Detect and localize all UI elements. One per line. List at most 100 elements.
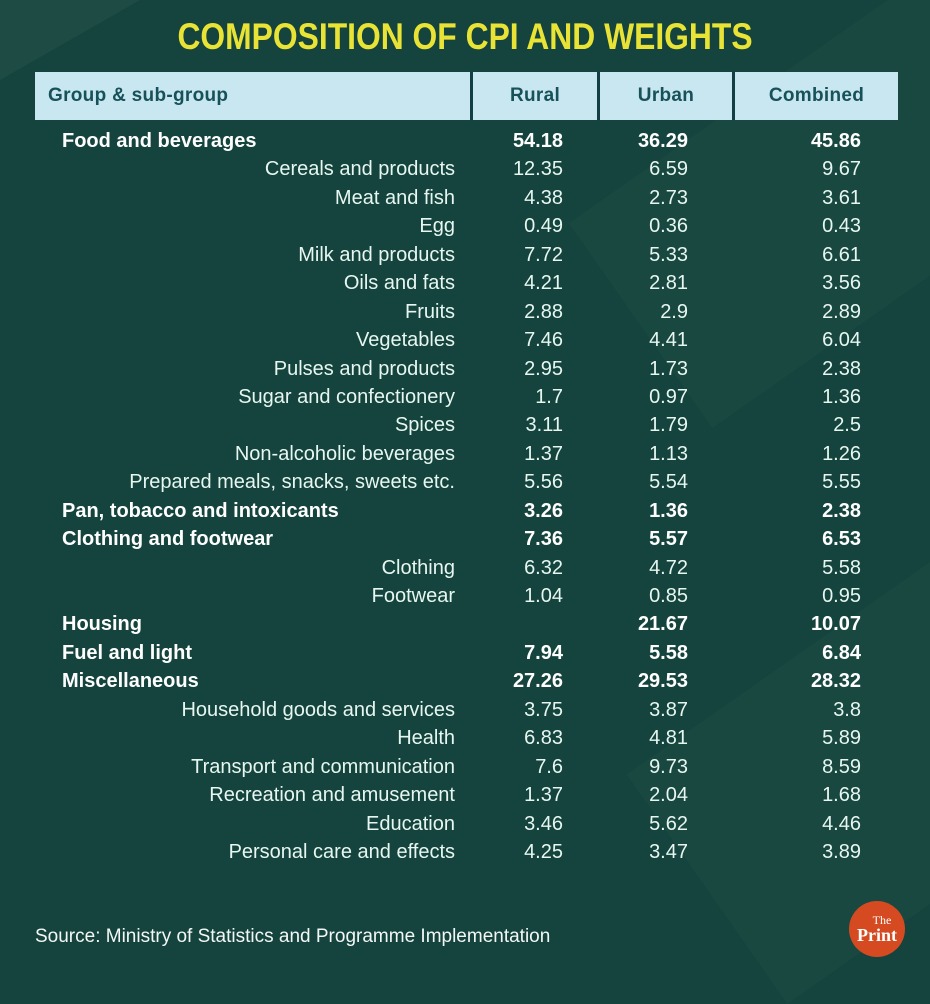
table-row: Health 6.83 4.81 5.89: [35, 724, 898, 752]
table-row: Pulses and products 2.95 1.73 2.38: [35, 355, 898, 383]
cell-rural: 6.32: [524, 556, 563, 579]
cell-combined: 1.36: [822, 385, 861, 408]
cell-urban: 1.36: [649, 499, 688, 522]
cell-label: Housing: [62, 613, 142, 636]
cell-label: Pulses and products: [273, 357, 455, 380]
cell-label: Food and beverages: [62, 130, 257, 152]
cell-label: Clothing and footwear: [62, 528, 274, 551]
page-title: COMPOSITION OF CPI AND WEIGHTS: [177, 16, 753, 57]
cell-urban: 2.9: [660, 300, 688, 323]
cell-label: Health: [397, 727, 455, 750]
table-row: Fruits 2.88 2.9 2.89: [35, 298, 898, 326]
cell-urban: 5.58: [649, 641, 688, 664]
table-body: Food and beverages 54.18 36.29 45.86 Cereals…: [35, 127, 898, 866]
table-row: Milk and products 7.72 5.33 6.61: [35, 241, 898, 269]
cell-rural: [470, 610, 597, 638]
cell-urban: 4.72: [649, 556, 688, 579]
cell-label: Egg: [419, 215, 455, 238]
cell-rural: 54.18: [512, 130, 563, 152]
cell-combined: 0.43: [822, 215, 861, 238]
cell-combined: 2.38: [822, 357, 861, 380]
cell-urban: 0.85: [649, 585, 688, 607]
cell-label: Meat and fish: [334, 186, 455, 209]
cell-combined: 6.84: [822, 641, 861, 664]
table-row: Transport and communication 7.6 9.73 8.59: [35, 753, 898, 781]
cell-rural: 5.56: [524, 471, 563, 494]
cell-label: Prepared meals, snacks, sweets etc.: [129, 471, 455, 494]
cell-combined: 6.53: [822, 528, 861, 551]
cell-combined: 8.59: [822, 755, 861, 778]
cell-combined: 1.26: [822, 442, 861, 465]
cell-urban: 3.47: [649, 840, 688, 863]
cell-label: Recreation and amusement: [209, 784, 455, 807]
table-row: Meat and fish 4.38 2.73 3.61: [35, 184, 898, 212]
table-row: Pan, tobacco and intoxicants 3.26 1.36 2.38: [35, 497, 898, 525]
cell-rural: 7.36: [524, 528, 563, 551]
cell-urban: 0.97: [649, 385, 688, 408]
cell-urban: 4.41: [649, 329, 688, 352]
table-row: Miscellaneous 27.26 29.53 28.32: [35, 667, 898, 695]
cell-urban: 36.29: [637, 130, 688, 152]
cell-rural: 0.49: [524, 215, 563, 238]
cpi-weights-table: Group & sub-group Rural Urban Combined F…: [35, 72, 898, 863]
cell-label: Personal care and effects: [228, 840, 455, 863]
cell-combined: 5.55: [822, 471, 861, 494]
cell-urban: 0.36: [649, 215, 688, 238]
header-urban: Urban: [597, 72, 732, 120]
cell-urban: 5.54: [649, 471, 688, 494]
cell-label: Milk and products: [298, 243, 455, 266]
cell-label: Footwear: [371, 585, 455, 607]
cell-combined: 6.61: [822, 243, 861, 266]
table-row: Personal care and effects 4.25 3.47 3.89: [35, 838, 898, 866]
theprint-logo: The Print: [849, 901, 905, 957]
table-row: Cereals and products 12.35 6.59 9.67: [35, 155, 898, 183]
cell-rural: 6.83: [524, 727, 563, 750]
cell-label: Non-alcoholic beverages: [234, 442, 455, 465]
cell-combined: 45.86: [810, 130, 861, 152]
cell-urban: 21.67: [637, 613, 688, 636]
cell-combined: 5.58: [822, 556, 861, 579]
cell-label: Miscellaneous: [62, 670, 199, 693]
cell-combined: 1.68: [822, 784, 861, 807]
cell-label: Clothing: [381, 556, 455, 579]
cell-combined: 3.61: [822, 186, 861, 209]
source-note: Source: Ministry of Statistics and Progr…: [35, 926, 551, 947]
cell-label: Pan, tobacco and intoxicants: [62, 499, 339, 522]
cell-urban: 2.73: [649, 186, 688, 209]
cell-rural: 7.94: [524, 641, 563, 664]
table-row: Education 3.46 5.62 4.46: [35, 810, 898, 838]
cell-urban: 1.79: [649, 414, 688, 437]
cell-rural: 4.38: [524, 186, 563, 209]
cell-label: Oils and fats: [343, 272, 455, 295]
cell-urban: 6.59: [649, 158, 688, 181]
table-row: Recreation and amusement 1.37 2.04 1.68: [35, 781, 898, 809]
table-row: Footwear 1.04 0.85 0.95: [35, 582, 898, 610]
cell-rural: 1.37: [524, 784, 563, 807]
table-row: Sugar and confectionery 1.7 0.97 1.36: [35, 383, 898, 411]
cell-label: Household goods and services: [181, 698, 455, 721]
cell-combined: 0.95: [822, 585, 861, 607]
cell-rural: 4.25: [524, 840, 563, 863]
cell-urban: 2.81: [649, 272, 688, 295]
cell-combined: 2.38: [822, 499, 861, 522]
cell-combined: 9.67: [822, 158, 861, 181]
cell-rural: 12.35: [512, 158, 563, 181]
logo-print-text: Print: [857, 924, 897, 945]
cell-combined: 2.5: [833, 414, 861, 437]
cell-urban: 3.87: [649, 698, 688, 721]
cell-urban: 5.33: [649, 243, 688, 266]
table-row: Non-alcoholic beverages 1.37 1.13 1.26: [35, 440, 898, 468]
table-row: Egg 0.49 0.36 0.43: [35, 212, 898, 240]
cell-combined: 3.8: [833, 698, 861, 721]
cell-urban: 1.13: [649, 442, 688, 465]
cell-urban: 2.04: [649, 784, 688, 807]
table-row: Spices 3.11 1.79 2.5: [35, 411, 898, 439]
cell-rural: 7.46: [524, 329, 563, 352]
cell-urban: 9.73: [649, 755, 688, 778]
cell-combined: 3.89: [822, 840, 861, 863]
cell-label: Education: [366, 812, 455, 835]
cell-combined: 2.89: [822, 300, 861, 323]
cell-combined: 4.46: [822, 812, 861, 835]
cell-rural: 7.72: [524, 243, 563, 266]
cell-urban: 1.73: [649, 357, 688, 380]
